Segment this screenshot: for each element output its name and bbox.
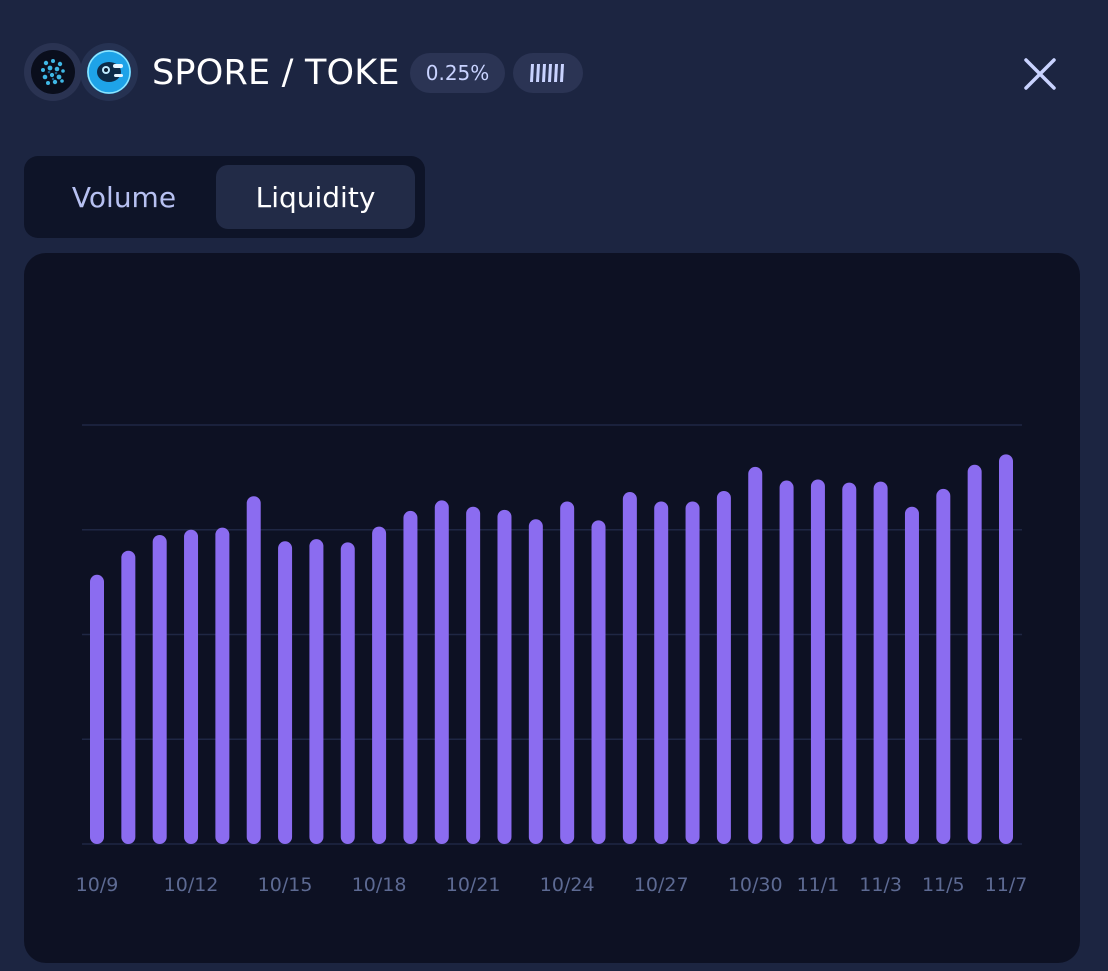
pair-title: SPORE / TOKE bbox=[152, 53, 400, 93]
x-tick-label: 10/12 bbox=[164, 874, 219, 896]
bar-10-25[interactable] bbox=[591, 520, 606, 844]
bar-11-3[interactable] bbox=[873, 481, 888, 844]
bar-10-9[interactable] bbox=[90, 574, 104, 844]
bar-10-18[interactable] bbox=[372, 526, 387, 844]
close-button[interactable] bbox=[1016, 50, 1064, 98]
bar-10-20[interactable] bbox=[434, 500, 449, 844]
bar-11-1[interactable] bbox=[810, 479, 825, 844]
chart-tabs: Volume Liquidity bbox=[24, 156, 425, 238]
x-tick-label: 11/5 bbox=[922, 874, 965, 896]
bar-11-2[interactable] bbox=[842, 482, 857, 844]
bar-10-17[interactable] bbox=[340, 542, 355, 844]
bar-10-13[interactable] bbox=[215, 527, 230, 844]
bar-10-30[interactable] bbox=[748, 466, 763, 844]
bar-10-16[interactable] bbox=[309, 539, 324, 844]
bar-10-23[interactable] bbox=[528, 519, 543, 844]
bar-11-4[interactable] bbox=[904, 506, 919, 844]
x-tick-label: 10/18 bbox=[352, 874, 407, 896]
bar-10-14[interactable] bbox=[246, 496, 261, 844]
fee-tier-badge: 0.25% bbox=[409, 53, 506, 93]
tab-liquidity[interactable]: Liquidity bbox=[216, 165, 415, 229]
bar-10-10[interactable] bbox=[121, 550, 136, 844]
x-tick-label: 10/27 bbox=[634, 874, 689, 896]
bar-10-24[interactable] bbox=[560, 501, 575, 844]
bar-10-12[interactable] bbox=[184, 529, 199, 844]
chart-canvas: 10/9 10/12 10/15 10/18 10/21 10/24 10/27 10/30 1… bbox=[76, 424, 1028, 896]
close-icon bbox=[1024, 58, 1056, 90]
bar-10-22[interactable] bbox=[497, 509, 512, 844]
x-tick-label: 11/1 bbox=[797, 874, 840, 896]
x-tick-label: 10/21 bbox=[446, 874, 501, 896]
bar-11-6[interactable] bbox=[967, 464, 982, 844]
bar-10-27[interactable] bbox=[654, 501, 669, 844]
x-tick-label: 11/3 bbox=[859, 874, 902, 896]
x-tick-label: 10/9 bbox=[76, 874, 119, 896]
bar-10-21[interactable] bbox=[466, 506, 481, 844]
bar-10-19[interactable] bbox=[403, 510, 418, 844]
bar-11-5[interactable] bbox=[936, 488, 951, 844]
x-tick-label: 10/15 bbox=[258, 874, 313, 896]
bar-10-28[interactable] bbox=[685, 501, 700, 844]
bar-11-7[interactable] bbox=[999, 454, 1013, 844]
protocol-badge bbox=[513, 53, 584, 93]
liquidity-chart: 10/9 10/12 10/15 10/18 10/21 10/24 10/27 10/30 1… bbox=[24, 253, 1080, 963]
bar-10-15[interactable] bbox=[278, 541, 293, 844]
x-tick-label: 10/30 bbox=[728, 874, 783, 896]
protocol-stripes-icon bbox=[530, 64, 565, 82]
tab-volume[interactable]: Volume bbox=[71, 180, 177, 214]
spore-token-icon bbox=[24, 43, 82, 101]
toke-token-icon bbox=[80, 43, 138, 101]
bar-10-11[interactable] bbox=[152, 534, 167, 844]
bar-10-29[interactable] bbox=[716, 490, 731, 844]
bar-10-31[interactable] bbox=[779, 480, 794, 844]
token-pair-logos bbox=[24, 40, 146, 106]
x-tick-label: 10/24 bbox=[540, 874, 595, 896]
bar-10-26[interactable] bbox=[622, 492, 637, 844]
x-tick-label: 11/7 bbox=[985, 874, 1028, 896]
pool-header: SPORE / TOKE 0.25% bbox=[24, 40, 584, 106]
